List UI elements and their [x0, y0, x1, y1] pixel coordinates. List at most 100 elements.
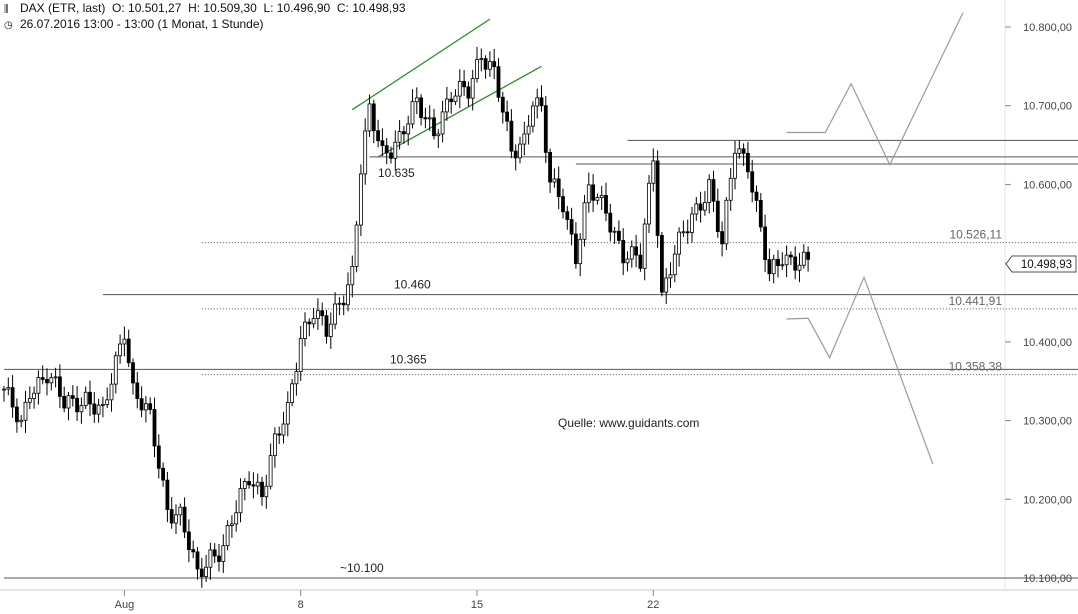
candle-body: [247, 481, 252, 486]
last-price-box: [1005, 255, 1077, 273]
candle-body: [79, 405, 84, 413]
trend-channel-line: [351, 18, 491, 111]
level-label: 10.358,38: [949, 360, 1003, 374]
candle-body: [711, 179, 716, 202]
candle-body: [801, 251, 806, 266]
candle-body: [776, 258, 780, 267]
y-tick-label: 10.800,00: [1023, 22, 1072, 34]
candle-body: [49, 377, 54, 384]
candle-body: [315, 310, 320, 319]
high-value: H: 10.509,30: [188, 1, 257, 15]
candle-body: [367, 103, 372, 132]
candle-body: [66, 395, 71, 409]
candle-body: [75, 397, 79, 413]
close-value: C: 10.498,93: [336, 1, 406, 15]
candle-body: [724, 199, 729, 245]
y-tick-label: 10.700,00: [1023, 101, 1072, 113]
y-tick-label: 10.200,00: [1023, 494, 1072, 506]
candle-body: [186, 531, 191, 551]
candle-body: [763, 226, 767, 260]
candle-body: [440, 111, 445, 135]
candle-body: [539, 97, 544, 107]
candle-body: [642, 223, 647, 269]
x-tick-label: 15: [471, 599, 483, 611]
candle-body: [251, 484, 256, 487]
candle-body: [178, 506, 183, 516]
candle-body: [771, 258, 776, 275]
candle-body: [647, 182, 651, 225]
candle-body: [2, 388, 6, 391]
candle-body: [23, 401, 28, 421]
candle-body: [290, 383, 295, 403]
candle-body: [741, 148, 746, 154]
candle-body: [268, 455, 273, 487]
candle-body: [432, 117, 436, 137]
candle-body: [255, 481, 260, 487]
candle-body: [199, 568, 204, 577]
candle-body: [139, 398, 144, 411]
candle-body: [285, 402, 290, 425]
x-tick-label: 8: [298, 599, 304, 611]
candle-body: [346, 284, 350, 306]
y-tick-label: 10.600,00: [1023, 179, 1072, 191]
candle-body: [221, 545, 226, 562]
candle-body: [53, 376, 58, 379]
candle-body: [535, 97, 540, 107]
candle-body: [492, 61, 497, 68]
candle-body: [376, 130, 381, 142]
candle-body: [135, 382, 140, 399]
candle-body: [569, 219, 574, 235]
candle-body: [496, 66, 501, 98]
candle-body: [92, 403, 97, 415]
instrument-name: DAX (ETR, last): [20, 1, 106, 15]
candle-body: [677, 231, 681, 255]
candle-body: [690, 213, 694, 233]
candle-body: [444, 98, 449, 113]
candle-body: [604, 194, 608, 214]
candle-body: [122, 338, 127, 345]
candle-body: [414, 97, 419, 103]
last-price-label: 10.498,93: [1021, 259, 1072, 271]
candle-body: [410, 101, 415, 125]
candle-body: [694, 203, 699, 215]
candle-body: [294, 371, 299, 385]
candle-body: [466, 86, 471, 99]
candle-body: [574, 233, 578, 265]
candle-body: [148, 403, 153, 410]
candle-body: [328, 323, 333, 337]
candle-body: [281, 423, 286, 436]
candle-body: [401, 131, 406, 135]
candle-body: [303, 321, 307, 339]
candle-body: [182, 506, 187, 533]
candle-body: [10, 387, 15, 408]
candle-body: [320, 310, 325, 317]
candle-body: [40, 377, 45, 380]
y-tick-label: 10.100,00: [1023, 573, 1072, 585]
open-value: O: 10.501,27: [112, 1, 182, 15]
candle-body: [625, 258, 630, 264]
candle-body: [393, 141, 398, 159]
candle-body: [629, 246, 634, 260]
candle-body: [174, 514, 178, 524]
y-tick-label: 10.300,00: [1023, 416, 1072, 428]
candle-body: [131, 362, 135, 384]
candle-body: [58, 376, 62, 397]
candle-body: [380, 140, 385, 147]
low-value: L: 10.496,90: [263, 1, 331, 15]
scenario-path: [786, 12, 964, 167]
candle-body: [586, 184, 591, 204]
candle-body: [754, 191, 759, 201]
candle-body: [556, 178, 561, 198]
candle-body: [423, 117, 428, 120]
candle-body: [161, 467, 166, 481]
candle-body: [105, 399, 110, 405]
level-label: 10.526,11: [950, 228, 1003, 242]
candle-body: [728, 177, 733, 201]
candle-body: [397, 131, 402, 143]
timestamp: 26.07.2016 13:00 - 13:00 (1 Monat, 1 Stu…: [20, 17, 264, 31]
candle-body: [169, 509, 174, 524]
level-label: 10.635: [378, 166, 415, 180]
candle-body: [505, 111, 510, 122]
candle-body: [234, 512, 239, 525]
